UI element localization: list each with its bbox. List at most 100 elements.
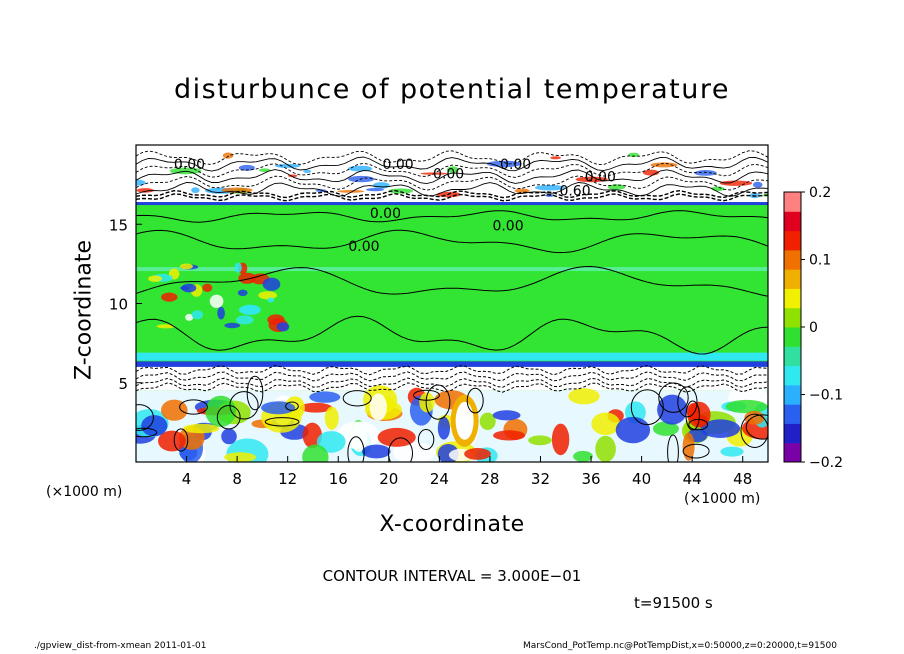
- contour-label: 0.00: [174, 157, 205, 173]
- convective-cell: [324, 406, 339, 430]
- upper-streak: [191, 187, 200, 194]
- contour-labels: 0.00 0.00 0.000.000.600.000.000.000.00: [174, 157, 616, 255]
- colorbar: 0.2 0.1 0 −0.1 −0.2: [783, 185, 843, 471]
- colorbar-swatch: [784, 192, 801, 212]
- contour-loop: [688, 418, 709, 431]
- y-axis-label: Z-coordinate: [71, 240, 97, 380]
- convective-cell: [419, 392, 435, 413]
- contour-label: 0.00: [492, 219, 523, 235]
- convective-cell: [591, 412, 621, 436]
- mid-turbulence: [237, 289, 248, 296]
- contour-line: [136, 169, 768, 185]
- convective-cell: [492, 410, 521, 421]
- time-label: t=91500 s: [634, 594, 713, 612]
- colorbar-label: −0.1: [809, 388, 843, 404]
- x-unit-right: (×1000 m): [684, 491, 761, 507]
- colorbar-label: 0.2: [809, 185, 831, 201]
- upper-streak: [366, 188, 384, 192]
- x-unit-left: (×1000 m): [46, 484, 123, 500]
- colorbar-swatch: [784, 307, 801, 328]
- mid-turbulence: [258, 291, 278, 300]
- x-tick-label: 44: [683, 470, 702, 488]
- x-tick-label: 8: [232, 470, 242, 488]
- thermal-core: [455, 401, 474, 440]
- upper-streak: [348, 165, 373, 172]
- upper-streak: [534, 184, 565, 191]
- upper-streak: [274, 163, 301, 168]
- contour-line: [136, 364, 768, 376]
- mid-turbulence: [202, 283, 213, 292]
- mid-turbulence: [267, 314, 285, 326]
- lower-cyan-band: [136, 352, 768, 361]
- convective-cell: [479, 412, 496, 430]
- x-tick-label: 20: [379, 470, 398, 488]
- mid-turbulence: [238, 305, 261, 315]
- chart-title: disturbunce of potential temperature: [174, 74, 730, 105]
- colorbar-swatch: [784, 211, 801, 232]
- upper-streak: [446, 166, 459, 173]
- convective-cell: [657, 394, 688, 425]
- mid-turbulence: [180, 285, 189, 291]
- convective-cell: [464, 448, 491, 460]
- contour-loop: [216, 405, 241, 430]
- convective-cell: [362, 444, 391, 459]
- colorbar-swatch: [784, 230, 801, 251]
- convective-cell: [141, 415, 168, 437]
- convective-cell: [437, 416, 450, 440]
- contour-label: 0.00: [433, 166, 464, 182]
- mid-turbulence: [224, 322, 241, 329]
- upper-streak: [719, 180, 753, 186]
- x-tick-label: 48: [733, 470, 752, 488]
- mid-cyan-band: [136, 267, 768, 272]
- upper-streak: [628, 152, 640, 158]
- lower-blue-band: [136, 361, 768, 368]
- upper-streak: [222, 152, 234, 159]
- mid-turbulence: [262, 277, 281, 291]
- contour-loop: [173, 428, 189, 452]
- contour-line: [136, 150, 768, 165]
- convective-cell: [302, 444, 329, 462]
- convective-cell: [309, 391, 341, 403]
- contour-line: [136, 192, 768, 202]
- contour-loop: [425, 384, 451, 420]
- contour-loop: [745, 414, 768, 440]
- mid-turbulence: [234, 262, 242, 273]
- mid-turbulence: [181, 283, 197, 293]
- upper-streak: [550, 156, 561, 160]
- convective-cell: [551, 423, 570, 456]
- upper-streak: [303, 169, 312, 173]
- convective-cell: [221, 428, 237, 445]
- contour-line: [136, 156, 768, 172]
- mid-turbulence: [161, 292, 178, 302]
- upper-streak: [607, 184, 626, 190]
- contour-label: 0.00: [382, 157, 413, 173]
- mid-turbulence: [191, 310, 203, 320]
- convective-cell: [682, 432, 695, 461]
- convective-cell: [336, 421, 380, 450]
- x-axis: 4 8 12 16 20 24 28 32 36 40 44 48: [182, 456, 752, 488]
- convective-cell: [744, 410, 765, 425]
- contour-loop: [658, 382, 689, 413]
- mid-turbulence: [238, 272, 257, 284]
- contour-label: 0.00: [348, 239, 379, 255]
- upper-streak: [650, 162, 678, 168]
- convective-cell: [161, 399, 188, 421]
- mid-turbulence: [156, 324, 176, 329]
- colorbar-swatch: [784, 404, 801, 424]
- contour-label: 0.00: [500, 157, 531, 173]
- convective-cell: [493, 430, 526, 441]
- contour-loop: [630, 389, 664, 426]
- contour-lines: [136, 150, 768, 462]
- x-tick-label: 4: [182, 470, 192, 488]
- mid-turbulence: [179, 263, 193, 270]
- y-axis: 5 10 15: [109, 216, 142, 393]
- contour-loop: [685, 400, 700, 431]
- convective-cell: [392, 441, 436, 462]
- colorbar-swatch: [784, 423, 801, 444]
- lower-white-layer: [136, 366, 768, 391]
- contour-loop: [347, 436, 365, 462]
- colorbar-label: 0: [809, 320, 818, 336]
- convective-cell: [615, 416, 651, 444]
- colorbar-swatch: [784, 327, 801, 347]
- convective-cell: [377, 427, 416, 447]
